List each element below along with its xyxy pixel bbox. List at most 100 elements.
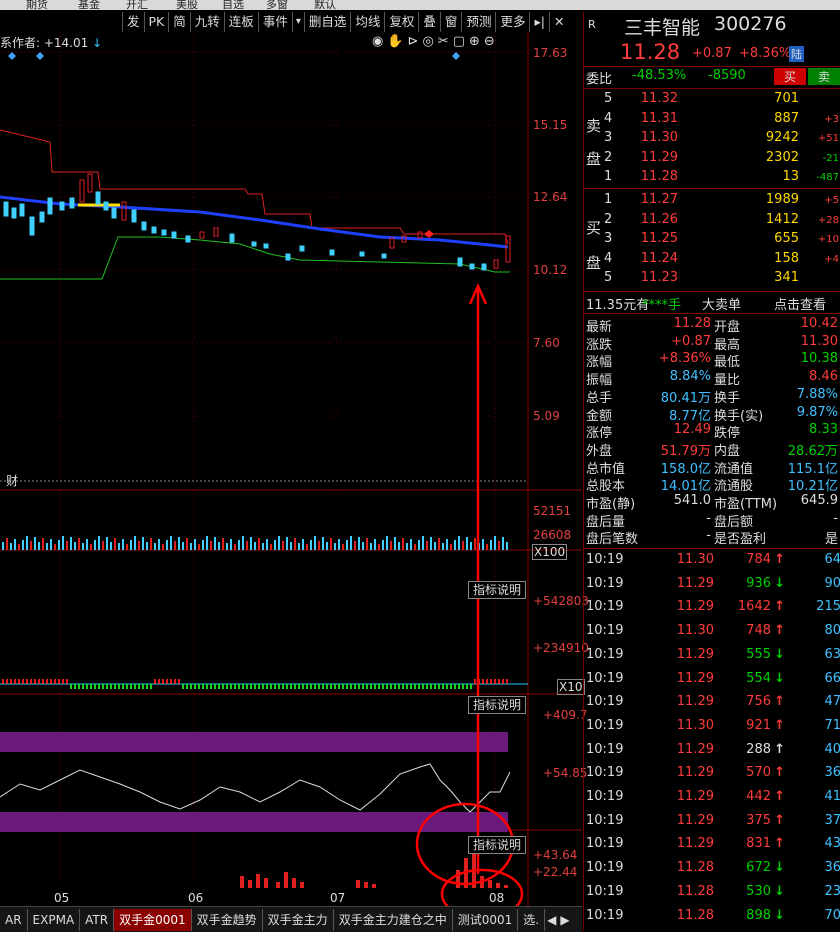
tab-expma[interactable]: EXPMA	[28, 908, 81, 931]
tick-row[interactable]: 10:19 11.30 784 ↑ 64	[584, 552, 840, 571]
play-icon[interactable]: ⊳	[407, 34, 423, 49]
tick-row[interactable]: 10:19 11.29 375 ↑ 37	[584, 813, 840, 832]
buy-button[interactable]: 买	[774, 68, 807, 85]
toolbar-overlay[interactable]: 叠	[418, 12, 440, 32]
toolbar-jiuzhuan[interactable]: 九转	[189, 12, 224, 32]
menu-us-stocks[interactable]: 美股	[176, 0, 198, 10]
macd-bar	[118, 684, 120, 689]
ask-row[interactable]: 3 11.30 9242 +51	[584, 130, 840, 149]
tick-row[interactable]: 10:19 11.29 288 ↑ 40	[584, 742, 840, 761]
tab-ar[interactable]: AR	[0, 908, 28, 931]
level-volume: 1989	[765, 192, 799, 207]
toolbar-events[interactable]: 事件	[257, 12, 292, 32]
volume-axis-label: 52151	[533, 504, 572, 518]
bid-row[interactable]: 1 11.27 1989 +5	[584, 192, 840, 211]
menu-funds[interactable]: 基金	[78, 0, 100, 10]
indicator-help-button[interactable]: 指标说明	[468, 581, 527, 599]
tick-row[interactable]: 10:19 11.29 1642 ↑ 215	[584, 599, 840, 618]
tab-shuangshoujin-trend[interactable]: 双手金趋势	[192, 908, 263, 931]
bid-row[interactable]: 2 11.26 1412 +28	[584, 212, 840, 231]
ask-row[interactable]: 4 11.31 887 +3	[584, 111, 840, 130]
lock-icon[interactable]: ▢	[452, 34, 469, 49]
tick-row[interactable]: 10:19 11.29 570 ↑ 36	[584, 765, 840, 784]
toolbar-expand[interactable]: ▸|	[529, 12, 549, 32]
toolbar-simple[interactable]: 简	[168, 12, 190, 32]
target-icon[interactable]: ◎	[422, 34, 438, 49]
kline-chart-area[interactable]: 系作者: +14.01 ↓ ◉✋⊳◎✂▢⊕⊖ 17.63 15.15 12.64…	[0, 32, 589, 906]
menu-forex[interactable]: 开汇	[126, 0, 148, 10]
indicator-help-button[interactable]: 指标说明	[468, 836, 527, 854]
toolbar-forecast[interactable]: 预测	[461, 12, 495, 32]
tick-row[interactable]: 10:19 11.30 921 ↑ 71	[584, 718, 840, 737]
tick-row[interactable]: 10:19 11.29 831 ↑ 43	[584, 836, 840, 855]
tick-row[interactable]: 10:19 11.29 555 ↓ 63	[584, 647, 840, 666]
zoom-in-icon[interactable]: ⊕	[468, 34, 484, 49]
scissors-icon[interactable]: ✂	[437, 34, 453, 49]
ask-row[interactable]: 1 11.28 13 -487	[584, 169, 840, 188]
tab-shuangshoujin-building[interactable]: 双手金主力建仓之中	[334, 908, 453, 931]
stat-value: 80.41万	[660, 390, 711, 406]
tab-atr[interactable]: ATR	[80, 908, 115, 931]
bid-row[interactable]: 4 11.24 158 +4	[584, 251, 840, 270]
zoom-out-icon[interactable]: ⊖	[483, 34, 499, 49]
tick-row[interactable]: 10:19 11.30 748 ↑ 80	[584, 623, 840, 642]
tab-shuangshoujin-0001[interactable]: 双手金0001	[114, 908, 192, 931]
toolbar-remove-watchlist[interactable]: 删自选	[303, 12, 351, 32]
financial-marker[interactable]: 财	[6, 474, 19, 488]
volume-bar	[366, 538, 368, 550]
tab-test-0001[interactable]: 测试0001	[453, 908, 519, 931]
toolbar-adjust[interactable]: 复权	[384, 12, 418, 32]
tick-price: 11.29	[676, 670, 714, 686]
menu-watchlist[interactable]: 自选	[222, 0, 244, 10]
toolbar-lianban[interactable]: 连板	[223, 12, 258, 32]
level-change: -487	[816, 172, 839, 184]
volume-bar	[102, 541, 104, 550]
level-price: 11.29	[640, 149, 678, 165]
volume-bar	[46, 543, 48, 550]
volume-bar	[106, 537, 108, 550]
macd-bar	[346, 684, 348, 689]
toolbar-events-dropdown[interactable]: ▾	[291, 12, 304, 32]
eye-icon[interactable]: ◉	[372, 34, 388, 49]
macd-bar	[114, 684, 116, 689]
level-volume: 701	[774, 91, 799, 106]
ask-row[interactable]: 5 11.32 701	[584, 91, 840, 110]
bid-row[interactable]: 3 11.25 655 +10	[584, 231, 840, 250]
sell-button[interactable]: 卖	[808, 68, 840, 85]
menu-default[interactable]: 默认	[314, 0, 336, 10]
tick-row[interactable]: 10:19 11.29 554 ↓ 66	[584, 671, 840, 690]
toolbar-fa[interactable]: 发	[122, 12, 144, 32]
volume-bar	[246, 541, 248, 550]
tick-row[interactable]: 10:19 11.28 530 ↓ 23	[584, 884, 840, 903]
tab-select[interactable]: 选.	[518, 908, 546, 931]
menu-multi-window[interactable]: 多窗	[266, 0, 288, 10]
macd-bar	[490, 679, 492, 684]
tick-row[interactable]: 10:19 11.29 442 ↑ 41	[584, 789, 840, 808]
tick-row[interactable]: 10:19 11.29 756 ↑ 47	[584, 694, 840, 713]
ask-row[interactable]: 2 11.29 2302 -21	[584, 150, 840, 169]
tick-row[interactable]: 10:19 11.29 936 ↓ 90	[584, 576, 840, 595]
chart-tool-icons[interactable]: ◉✋⊳◎✂▢⊕⊖	[372, 34, 499, 49]
tick-row[interactable]: 10:19 11.28 672 ↓ 36	[584, 860, 840, 879]
tab-scroll-right[interactable]: ▶	[560, 912, 570, 927]
indicator-help-button[interactable]: 指标说明	[468, 696, 527, 714]
toolbar-more[interactable]: 更多	[495, 12, 529, 32]
toolbar-ma[interactable]: 均线	[350, 12, 384, 32]
volume-bar	[266, 539, 268, 550]
tab-scroll-left[interactable]: ◀	[547, 912, 557, 927]
bid-row[interactable]: 5 11.23 341	[584, 270, 840, 289]
hand-icon[interactable]: ✋	[387, 34, 408, 49]
tick-row[interactable]: 10:19 11.28 898 ↓ 70	[584, 908, 840, 927]
menu-futures[interactable]: 期货	[26, 0, 48, 10]
volume-bar	[374, 539, 376, 550]
macd-bar	[438, 684, 440, 689]
tab-shuangshoujin-main[interactable]: 双手金主力	[263, 908, 334, 931]
volume-bar	[430, 537, 432, 550]
toolbar-window[interactable]: 窗	[439, 12, 462, 32]
volume-bar	[30, 541, 32, 550]
big-order-link[interactable]: 点击查看	[774, 298, 827, 313]
toolbar-close[interactable]: ✕	[548, 12, 568, 32]
toolbar-pk[interactable]: PK	[143, 12, 169, 32]
volume-bar	[262, 543, 264, 550]
big-order-row[interactable]: 11.35元有 ****手 大卖单 点击查看	[584, 294, 840, 313]
